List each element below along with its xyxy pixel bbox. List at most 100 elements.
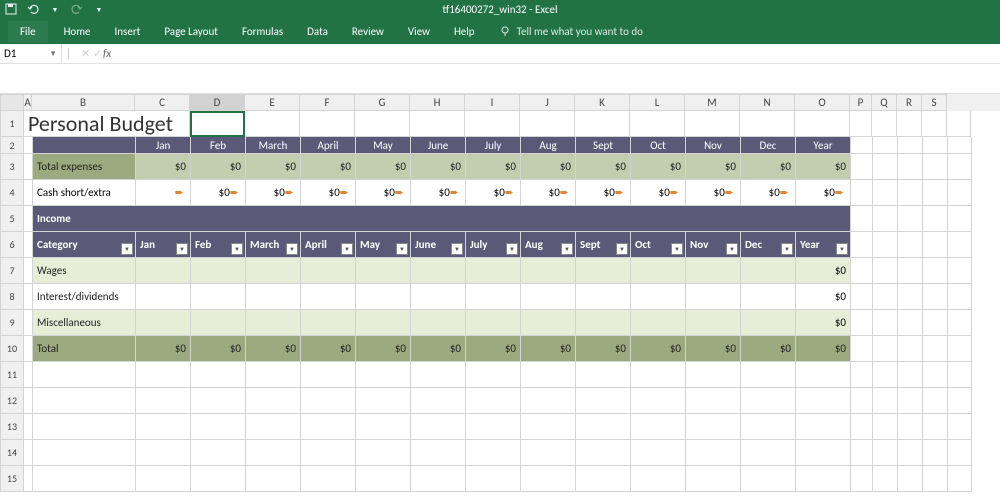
tab-formulas[interactable]: Formulas xyxy=(230,21,295,42)
cell[interactable] xyxy=(873,388,898,414)
cell[interactable] xyxy=(947,111,971,137)
category-cell[interactable] xyxy=(246,284,301,310)
cell[interactable] xyxy=(24,388,33,414)
cell[interactable] xyxy=(466,388,521,414)
cell[interactable] xyxy=(923,336,948,362)
cell[interactable] xyxy=(356,362,411,388)
col-header-A[interactable]: A xyxy=(24,94,32,111)
cell[interactable] xyxy=(24,180,33,206)
cell[interactable] xyxy=(851,206,873,232)
tab-file[interactable]: File xyxy=(8,21,48,42)
qat-customize-icon[interactable]: ▼ xyxy=(92,2,106,16)
cell[interactable] xyxy=(686,440,741,466)
cell[interactable] xyxy=(873,440,898,466)
cell[interactable] xyxy=(898,232,923,258)
row-header-5[interactable]: 5 xyxy=(0,206,24,232)
category-cell[interactable] xyxy=(466,258,521,284)
category-cell[interactable] xyxy=(356,284,411,310)
cell[interactable] xyxy=(520,111,575,137)
cell[interactable] xyxy=(851,137,873,154)
filter-icon[interactable]: ▼ xyxy=(451,243,463,255)
cell[interactable] xyxy=(873,362,898,388)
cell[interactable] xyxy=(898,154,923,180)
category-cell[interactable] xyxy=(356,310,411,336)
cell[interactable] xyxy=(33,466,136,492)
cell[interactable] xyxy=(948,258,972,284)
cell[interactable] xyxy=(851,232,873,258)
row-header-14[interactable]: 14 xyxy=(0,440,24,466)
col-header-L[interactable]: L xyxy=(630,94,685,111)
category-cell[interactable] xyxy=(521,284,576,310)
cell[interactable] xyxy=(136,414,191,440)
cell[interactable] xyxy=(897,111,922,137)
cell[interactable] xyxy=(24,154,33,180)
col-header-F[interactable]: F xyxy=(300,94,355,111)
category-cell[interactable] xyxy=(741,284,796,310)
name-box[interactable]: D1 ▼ xyxy=(0,44,62,63)
cell[interactable] xyxy=(191,362,246,388)
cell[interactable] xyxy=(796,466,851,492)
cell[interactable] xyxy=(576,414,631,440)
cell[interactable] xyxy=(741,466,796,492)
cell[interactable] xyxy=(923,180,948,206)
cell[interactable] xyxy=(898,336,923,362)
category-cell[interactable] xyxy=(521,258,576,284)
col-header-O[interactable]: O xyxy=(795,94,850,111)
cell[interactable] xyxy=(521,440,576,466)
name-box-dropdown-icon[interactable]: ▼ xyxy=(49,49,57,59)
cell[interactable] xyxy=(246,362,301,388)
cell[interactable] xyxy=(246,388,301,414)
cell[interactable] xyxy=(851,284,873,310)
row-header-13[interactable]: 13 xyxy=(0,414,24,440)
category-cell[interactable] xyxy=(191,284,246,310)
cell[interactable] xyxy=(923,466,948,492)
cell[interactable] xyxy=(923,388,948,414)
cell[interactable] xyxy=(631,414,686,440)
cell[interactable] xyxy=(246,414,301,440)
tab-home[interactable]: Home xyxy=(52,21,103,42)
cell[interactable] xyxy=(923,137,948,154)
cell[interactable] xyxy=(24,232,33,258)
cell[interactable] xyxy=(33,388,136,414)
category-cell[interactable] xyxy=(301,284,356,310)
cell[interactable] xyxy=(923,362,948,388)
cell[interactable] xyxy=(873,180,898,206)
cell[interactable] xyxy=(465,111,520,137)
cell[interactable] xyxy=(898,180,923,206)
cell[interactable] xyxy=(923,232,948,258)
cell[interactable] xyxy=(873,414,898,440)
cell[interactable] xyxy=(356,440,411,466)
cell[interactable] xyxy=(631,466,686,492)
category-cell[interactable] xyxy=(301,310,356,336)
cell[interactable] xyxy=(948,284,972,310)
cell[interactable] xyxy=(873,336,898,362)
category-cell[interactable] xyxy=(411,310,466,336)
col-header-R[interactable]: R xyxy=(897,94,922,111)
filter-icon[interactable]: ▼ xyxy=(671,243,683,255)
cell[interactable] xyxy=(948,362,972,388)
cell[interactable] xyxy=(796,414,851,440)
filter-icon[interactable]: ▼ xyxy=(506,243,518,255)
col-header-K[interactable]: K xyxy=(575,94,630,111)
cell[interactable] xyxy=(923,258,948,284)
cell[interactable] xyxy=(521,362,576,388)
cell[interactable] xyxy=(873,284,898,310)
cell[interactable] xyxy=(136,362,191,388)
cell[interactable] xyxy=(24,466,33,492)
tab-data[interactable]: Data xyxy=(295,21,340,42)
cell[interactable] xyxy=(136,440,191,466)
qat-dropdown-icon[interactable]: ▼ xyxy=(48,2,62,16)
cell[interactable] xyxy=(873,137,898,154)
cell[interactable] xyxy=(631,388,686,414)
cell[interactable] xyxy=(948,466,972,492)
cell[interactable] xyxy=(631,362,686,388)
cell[interactable] xyxy=(521,414,576,440)
tab-page-layout[interactable]: Page Layout xyxy=(152,21,230,42)
cell[interactable] xyxy=(575,111,630,137)
cell[interactable] xyxy=(24,310,33,336)
selected-cell[interactable] xyxy=(190,111,245,137)
undo-icon[interactable] xyxy=(26,2,40,16)
cell[interactable] xyxy=(136,466,191,492)
category-cell[interactable] xyxy=(741,310,796,336)
row-header-2[interactable]: 2 xyxy=(0,137,24,154)
